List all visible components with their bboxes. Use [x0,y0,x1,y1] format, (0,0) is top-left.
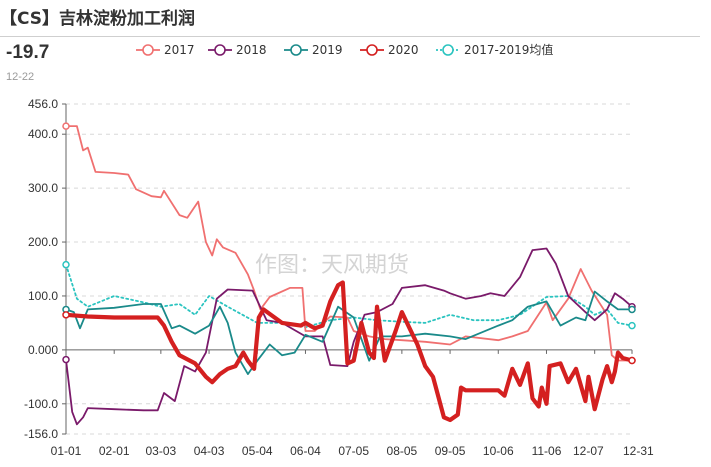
legend-swatch-circle [366,44,378,56]
x-tick-label: 11-06 [532,444,562,458]
x-tick-label: 07-05 [338,444,369,458]
legend-item-2020[interactable]: 2020 [360,43,419,57]
x-tick-label: 05-04 [242,444,273,458]
series-lines [62,122,636,426]
x-tick-label: 10-06 [483,444,514,458]
series-end-marker [628,321,636,330]
x-tick-label: 12-31 [623,444,654,458]
legend-swatch-circle [142,44,154,56]
series-line-2020 [63,280,635,423]
series-end-marker [62,355,70,364]
y-tick-label: -156.0 [24,427,58,441]
legend-label: 2019 [312,43,343,57]
x-tick-label: 04-03 [194,444,225,458]
legend-item-2017[interactable]: 2017 [136,43,195,57]
series-end-marker [628,356,636,365]
axes: 456.0 400.0 300.0 200.0 100.0 0.000 -100.0 -156… [24,97,654,458]
legend-swatch-circle [290,44,302,56]
legend-label: 2017 [164,43,195,57]
series-end-marker [628,305,636,314]
legend-item-2018[interactable]: 2018 [208,43,267,57]
x-tick-label: 02-01 [99,444,130,458]
x-tick-label: 06-04 [290,444,321,458]
x-tick-label: 12-07 [573,444,604,458]
series-end-marker [62,311,70,319]
chart-title: 【CS】吉林淀粉加工利润 [0,9,196,29]
series-line-2018 [65,247,633,426]
x-tick-label: 08-05 [387,444,418,458]
legend-swatch-circle [214,44,226,56]
y-tick-label: 0.000 [28,343,58,357]
y-tick-label: 300.0 [28,181,58,195]
legend-label: 2018 [236,43,267,57]
latest-date: 12-22 [6,71,35,83]
legend-item-2017-2019均值[interactable]: 2017-2019均值 [436,42,553,57]
y-tick-label: 456.0 [28,97,58,111]
legend: 2017 2018 2019 2020 2017-2019均值 [136,42,553,57]
legend-label: 2017-2019均值 [464,42,553,57]
x-tick-label: 01-01 [51,444,82,458]
y-tick-label: 100.0 [28,289,58,303]
legend-item-2019[interactable]: 2019 [284,43,343,57]
y-tick-label: 400.0 [28,127,58,141]
series-end-marker [62,260,70,269]
y-tick-label: -100.0 [24,397,58,411]
series-end-marker [62,122,70,130]
title-divider [0,36,700,37]
series-line-2019 [65,290,633,376]
series-line-2017 [65,125,633,362]
watermark: 作图：天风期货 [255,253,409,278]
grid-lines [66,103,632,435]
y-tick-label: 200.0 [28,235,58,249]
legend-label: 2020 [388,43,419,57]
latest-value: -19.7 [6,42,50,63]
legend-swatch-circle [442,44,454,56]
x-tick-label: 09-05 [435,444,466,458]
x-tick-label: 03-03 [146,444,177,458]
